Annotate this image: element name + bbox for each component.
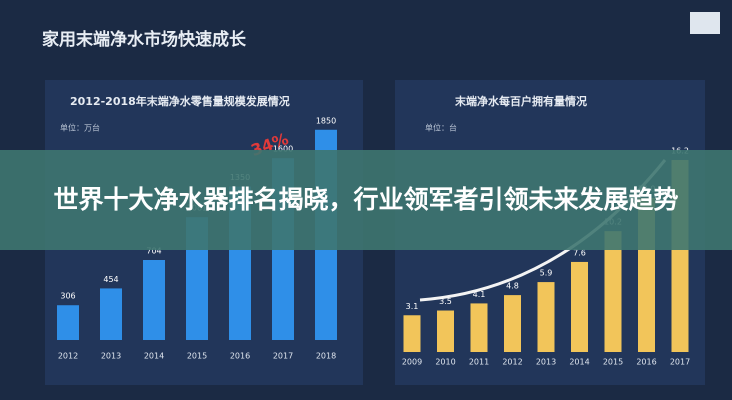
value-label: 454 xyxy=(103,275,118,284)
value-label: 704 xyxy=(146,247,161,256)
x-tick-label: 2010 xyxy=(435,358,455,367)
x-tick-label: 2018 xyxy=(316,352,336,361)
unit-label: 单位：台 xyxy=(425,123,457,133)
value-label: 4.8 xyxy=(506,282,519,291)
bar xyxy=(143,260,165,340)
bar xyxy=(537,282,555,352)
x-tick-label: 2012 xyxy=(502,358,522,367)
headline: 世界十大净水器排名揭晓，行业领军者引领未来发展趋势 xyxy=(53,185,679,214)
x-tick-label: 2011 xyxy=(469,358,489,367)
value-label: 5.9 xyxy=(540,269,553,278)
x-tick-label: 2014 xyxy=(569,358,589,367)
x-tick-label: 2014 xyxy=(144,352,164,361)
bar xyxy=(100,288,122,340)
bar xyxy=(470,303,488,352)
x-tick-label: 2015 xyxy=(603,358,623,367)
bar xyxy=(403,315,421,352)
bar xyxy=(504,295,521,352)
bar xyxy=(571,261,588,352)
value-label: 3.5 xyxy=(439,297,452,306)
x-tick-label: 2009 xyxy=(402,358,422,367)
unit-label: 单位：万台 xyxy=(60,123,100,133)
x-tick-label: 2017 xyxy=(273,352,293,361)
value-label: 1600 xyxy=(273,145,293,154)
x-tick-label: 2013 xyxy=(536,358,556,367)
x-tick-label: 2016 xyxy=(636,358,656,367)
value-label: 306 xyxy=(60,292,75,301)
bar xyxy=(57,305,79,340)
x-tick-label: 2016 xyxy=(230,352,250,361)
x-tick-label: 2015 xyxy=(187,352,207,361)
x-tick-label: 2012 xyxy=(58,352,78,361)
chart-title: 2012-2018年末端净水零售量规模发展情况 xyxy=(70,94,290,108)
bar xyxy=(437,310,454,352)
x-tick-label: 2013 xyxy=(101,352,121,361)
slide-title: 家用末端净水市场快速成长 xyxy=(42,29,247,50)
logo xyxy=(690,12,720,34)
value-label: 4.1 xyxy=(473,290,486,299)
value-label: 1850 xyxy=(316,116,336,125)
value-label: 3.1 xyxy=(406,302,419,311)
value-label: 7.6 xyxy=(573,248,586,257)
chart-title: 末端净水每百户拥有量情况 xyxy=(454,94,587,108)
bar xyxy=(604,231,622,352)
x-tick-label: 2017 xyxy=(670,358,690,367)
banner: 世界十大净水器排名揭晓，行业领军者引领未来发展趋势 xyxy=(0,150,732,250)
